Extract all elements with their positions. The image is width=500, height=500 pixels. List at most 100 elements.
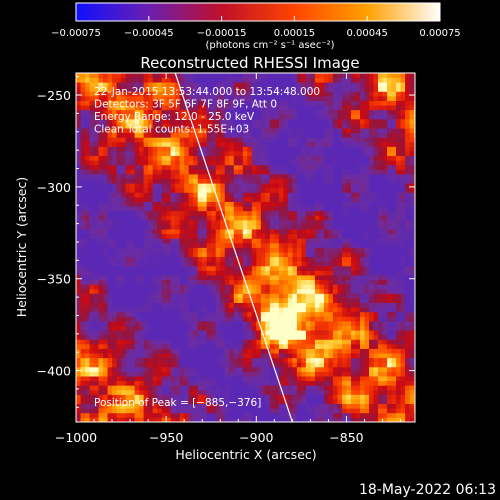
heatmap-cell [274,109,280,115]
heatmap-cell [125,91,131,97]
heatmap-cell [314,77,320,83]
heatmap-cell [166,261,172,267]
heatmap-cell [265,357,271,363]
heatmap-cell [341,302,347,308]
heatmap-cell [369,275,374,281]
heatmap-cell [112,403,117,409]
heatmap-cell [337,362,343,368]
heatmap-cell [319,366,325,372]
heatmap-cell [139,196,145,202]
heatmap-cell [148,275,154,281]
heatmap-cell [287,380,293,386]
heatmap-cell [220,105,226,111]
heatmap-cell [215,316,221,322]
heatmap-cell [346,357,352,363]
heatmap-cell [179,334,185,340]
heatmap-cell [251,265,257,271]
heatmap-cell [80,233,86,239]
heatmap-cell [76,275,81,281]
heatmap-cell [355,183,361,189]
heatmap-cell [260,275,266,281]
heatmap-cell [328,82,334,88]
heatmap-cell [269,412,275,418]
heatmap-cell [337,298,343,303]
heatmap-cell [369,229,374,235]
heatmap-cell [305,155,311,161]
heatmap-cell [107,192,113,198]
heatmap-cell [76,288,81,294]
heatmap-cell [125,132,131,138]
heatmap-cell [310,86,316,92]
heatmap-cell [188,91,194,97]
heatmap-cell [283,86,289,92]
heatmap-cell [337,343,343,349]
heatmap-cell [184,412,190,418]
heatmap-cell [134,82,140,88]
heatmap-cell [143,128,149,134]
heatmap-cell [193,109,199,115]
heatmap-cell [139,123,145,129]
heatmap-cell [256,325,262,331]
heatmap-cell [364,118,370,124]
heatmap-cell [260,417,266,422]
heatmap-cell [179,270,185,276]
heatmap-cell [319,86,325,92]
heatmap-cell [314,183,320,189]
heatmap-cell [112,174,117,180]
heatmap-cell [346,385,352,391]
heatmap-cell [265,100,271,106]
heatmap-cell [360,316,365,322]
heatmap-cell [360,298,365,303]
heatmap-cell [251,132,257,138]
heatmap-cell [89,238,95,244]
heatmap-cell [161,316,167,322]
heatmap-cell [184,385,190,391]
heatmap-cell [179,196,185,202]
heatmap-cell [76,100,81,106]
heatmap-cell [341,256,347,262]
heatmap-cell [233,201,239,207]
heatmap-cell [202,210,208,216]
heatmap-cell [283,132,289,138]
heatmap-cell [265,270,271,276]
heatmap-cell [238,141,244,147]
heatmap-cell [116,160,122,166]
heatmap-cell [161,178,167,184]
heatmap-cell [233,183,239,189]
heatmap-cell [332,109,338,115]
heatmap-cell [323,325,329,331]
heatmap-cell [242,357,248,363]
heatmap-cell [130,339,136,345]
heatmap-cell [143,164,149,170]
heatmap-cell [85,376,90,382]
heatmap-cell [265,339,271,345]
heatmap-cell [256,86,262,92]
heatmap-cell [319,141,325,147]
heatmap-cell [211,256,217,262]
heatmap-cell [193,178,199,184]
heatmap-cell [76,412,81,418]
heatmap-cell [188,252,194,258]
heatmap-cell [85,403,90,409]
heatmap-cell [148,183,154,189]
heatmap-cell [287,298,293,303]
heatmap-cell [346,141,352,147]
heatmap-cell [116,178,122,184]
heatmap-cell [179,210,185,216]
heatmap-cell [112,376,117,382]
heatmap-cell [134,201,140,207]
heatmap-cell [139,86,145,92]
heatmap-cell [265,178,271,184]
heatmap-cell [292,380,298,386]
heatmap-cell [193,160,199,166]
heatmap-cell [323,178,329,184]
heatmap-cell [224,215,230,221]
heatmap-cell [130,146,136,152]
heatmap-cell [143,320,149,326]
heatmap-cell [125,362,131,368]
heatmap-cell [287,178,293,184]
heatmap-cell [346,160,352,166]
heatmap-cell [197,353,203,359]
heatmap-cell [287,311,293,317]
heatmap-cell [121,265,126,271]
